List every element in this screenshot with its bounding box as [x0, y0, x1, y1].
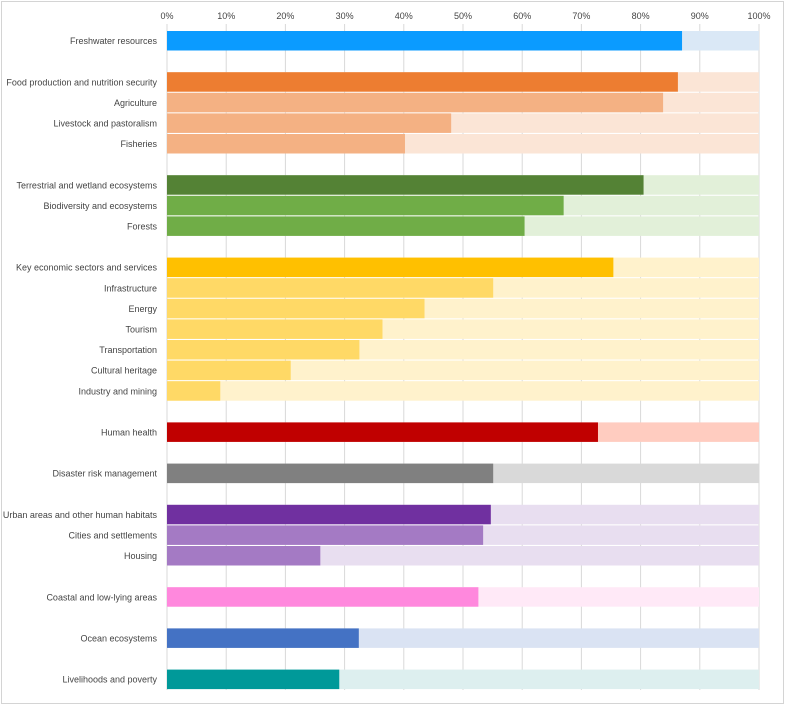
- category-label: Terrestrial and wetland ecosystems: [16, 180, 157, 190]
- category-label: Urban areas and other human habitats: [3, 510, 158, 520]
- category-label: Ocean ecosystems: [80, 633, 157, 643]
- bar: [167, 504, 491, 525]
- category-label: Tourism: [125, 324, 157, 334]
- x-tick-label: 30%: [336, 11, 354, 21]
- x-axis-ticks: 0% 10% 20% 30% 40% 50% 60% 70% 80% 90% 100%: [160, 11, 770, 21]
- category-label: Food production and nutrition security: [6, 77, 157, 87]
- bar: [167, 546, 321, 566]
- category-label: Forests: [127, 221, 158, 231]
- bar-background: [167, 381, 759, 401]
- bar: [167, 31, 683, 51]
- category-label: Transportation: [99, 345, 157, 355]
- category-label: Key economic sectors and services: [16, 263, 158, 273]
- bar: [167, 381, 221, 401]
- bars: [167, 31, 759, 690]
- bar: [167, 340, 360, 360]
- bar: [167, 628, 359, 648]
- category-labels: Freshwater resources Food production and …: [3, 36, 158, 685]
- x-tick-label: 80%: [632, 11, 650, 21]
- x-tick-label: 20%: [276, 11, 294, 21]
- category-label: Agriculture: [114, 98, 157, 108]
- category-label: Human health: [101, 427, 157, 437]
- bar: [167, 216, 525, 236]
- bar: [167, 278, 494, 298]
- category-label: Disaster risk management: [52, 469, 157, 479]
- category-label: Fisheries: [120, 139, 157, 149]
- bar: [167, 134, 405, 154]
- category-label: Biodiversity and ecosystems: [43, 201, 157, 211]
- bar: [167, 72, 678, 92]
- bar: [167, 360, 291, 381]
- category-label: Freshwater resources: [70, 36, 158, 46]
- x-tick-label: 100%: [747, 11, 770, 21]
- bar-background: [167, 360, 759, 381]
- x-tick-label: 10%: [217, 11, 235, 21]
- bar: [167, 463, 494, 484]
- category-label: Coastal and low-lying areas: [46, 592, 157, 602]
- x-tick-label: 70%: [572, 11, 590, 21]
- category-label: Cities and settlements: [68, 530, 157, 540]
- category-label: Energy: [128, 304, 157, 314]
- x-tick-label: 90%: [691, 11, 709, 21]
- x-tick-label: 60%: [513, 11, 531, 21]
- bar: [167, 195, 564, 216]
- category-label: Livelihoods and poverty: [62, 675, 157, 685]
- bar: [167, 422, 598, 442]
- x-tick-label: 0%: [160, 11, 173, 21]
- bar: [167, 113, 452, 133]
- category-label: Cultural heritage: [91, 366, 157, 376]
- bar: [167, 92, 664, 113]
- bar: [167, 525, 484, 545]
- bar: [167, 298, 425, 319]
- bar: [167, 257, 614, 278]
- category-label: Infrastructure: [104, 283, 157, 293]
- x-tick-label: 50%: [454, 11, 472, 21]
- bar: [167, 587, 479, 607]
- category-label: Industry and mining: [78, 386, 157, 396]
- category-label: Housing: [124, 551, 157, 561]
- bar: [167, 669, 340, 690]
- category-label: Livestock and pastoralism: [53, 118, 157, 128]
- bar: [167, 175, 644, 195]
- bar: [167, 319, 383, 339]
- x-tick-label: 40%: [395, 11, 413, 21]
